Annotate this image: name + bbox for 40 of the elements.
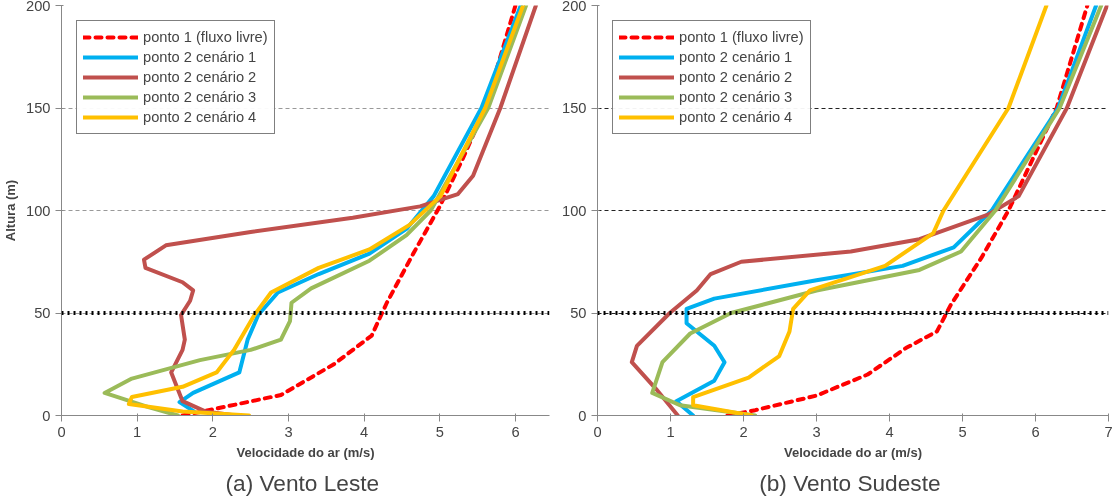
- x-tick-label: 2: [208, 423, 217, 440]
- y-tick-label: 150: [26, 100, 51, 116]
- legend-label: ponto 2 cenário 4: [679, 109, 793, 125]
- legend-label: ponto 2 cenário 1: [679, 49, 793, 65]
- x-axis-title: Velocidade do ar (m/s): [784, 444, 923, 460]
- x-tick-label: 0: [57, 423, 66, 440]
- y-tick-label: 100: [562, 202, 587, 219]
- x-tick-label: 3: [812, 423, 821, 440]
- y-tick-label: 0: [578, 407, 587, 424]
- legend-label: ponto 1 (fluxo livre): [143, 29, 268, 45]
- legend-label: ponto 2 cenário 3: [679, 89, 793, 105]
- x-tick-label: 1: [133, 423, 142, 440]
- legend-label: ponto 2 cenário 2: [143, 69, 257, 85]
- y-tick-label: 150: [562, 100, 587, 116]
- y-tick-label: 50: [34, 305, 51, 321]
- y-tick-label: 200: [562, 0, 587, 14]
- y-tick-label: 200: [26, 0, 51, 14]
- legend-label: ponto 2 cenário 1: [143, 49, 257, 65]
- x-tick-label: 6: [1031, 423, 1040, 440]
- x-tick-label: 4: [885, 423, 894, 440]
- x-tick-label: 3: [284, 423, 293, 440]
- legend-label: ponto 2 cenário 2: [679, 69, 793, 85]
- x-axis-title: Velocidade do ar (m/s): [236, 444, 375, 460]
- x-tick-label: 1: [666, 423, 675, 440]
- x-tick-label: 0: [593, 423, 602, 440]
- y-tick-label: 0: [42, 407, 51, 424]
- x-tick-label: 6: [511, 423, 520, 440]
- x-tick-label: 5: [958, 423, 967, 440]
- x-tick-label: 4: [360, 423, 369, 440]
- y-tick-label: 100: [26, 202, 51, 219]
- y-axis-title: Altura (m): [3, 179, 19, 242]
- legend-label: ponto 2 cenário 3: [143, 89, 257, 105]
- y-tick-label: 50: [570, 305, 587, 321]
- x-tick-label: 2: [739, 423, 748, 440]
- x-tick-label: 7: [1104, 423, 1113, 440]
- text: (a) Vento Leste: [225, 469, 380, 496]
- legend-label: ponto 2 cenário 4: [143, 109, 257, 125]
- x-tick-label: 5: [435, 423, 444, 440]
- legend-label: ponto 1 (fluxo livre): [679, 29, 804, 45]
- text: (b) Vento Sudeste: [759, 469, 941, 496]
